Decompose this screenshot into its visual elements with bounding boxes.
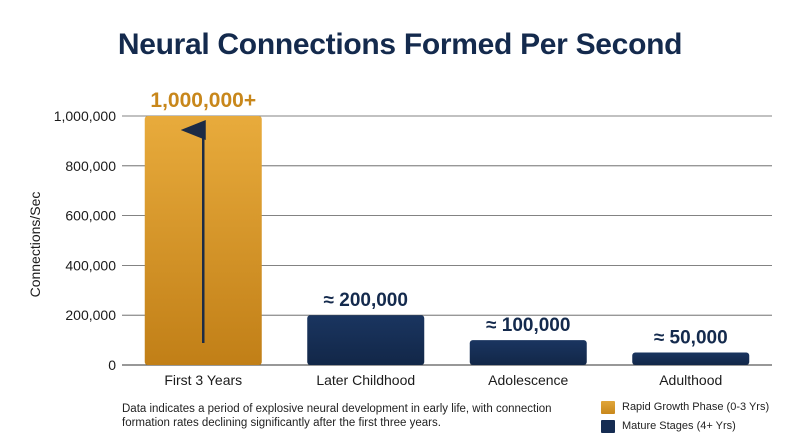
y-tick-label: 200,000: [65, 307, 116, 323]
data-label: ≈ 100,000: [486, 315, 570, 336]
legend-label-rapid: Rapid Growth Phase (0-3 Yrs): [622, 401, 770, 413]
x-tick-label: Later Childhood: [316, 372, 415, 388]
legend-swatch-rapid: [601, 400, 615, 414]
legend-label-mature: Mature Stages (4+ Yrs): [622, 420, 736, 432]
legend-item-rapid: Rapid Growth Phase (0-3 Yrs): [601, 398, 769, 416]
legend-item-mature: Mature Stages (4+ Yrs): [601, 417, 769, 435]
annotation-text: Data indicates a period of explosive neu…: [122, 403, 552, 429]
y-tick-label: 800,000: [65, 158, 116, 174]
data-label: ≈ 200,000: [324, 290, 408, 311]
bar: [469, 340, 587, 365]
x-tick-label: Adulthood: [659, 372, 722, 388]
legend-swatch-mature: [601, 419, 615, 433]
y-axis-label: Connections/Sec: [27, 192, 43, 298]
data-label: 1,000,000+: [150, 89, 256, 112]
chart-title: Neural Connections Formed Per Second: [117, 28, 683, 61]
x-tick-label: Adolescence: [488, 372, 568, 388]
x-tick-label: First 3 Years: [164, 372, 242, 388]
y-tick-label: 400,000: [65, 257, 116, 273]
y-tick-label: 1,000,000: [54, 108, 116, 124]
y-tick-label: 600,000: [65, 208, 116, 224]
bar: [632, 352, 750, 365]
legend: Rapid Growth Phase (0-3 Yrs) Mature Stag…: [601, 398, 769, 436]
y-tick-label: 0: [108, 357, 116, 373]
data-label: ≈ 50,000: [654, 328, 728, 349]
bar: [307, 315, 425, 365]
